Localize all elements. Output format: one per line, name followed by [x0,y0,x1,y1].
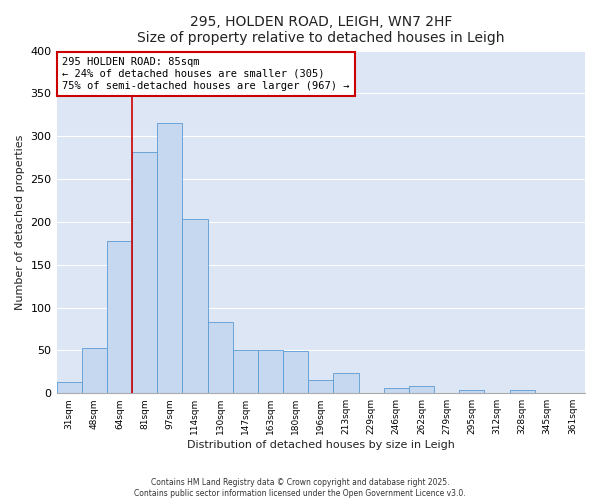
Bar [208,322,233,393]
Title: 295, HOLDEN ROAD, LEIGH, WN7 2HF
Size of property relative to detached houses in: 295, HOLDEN ROAD, LEIGH, WN7 2HF Size of… [137,15,505,45]
Bar [107,240,132,393]
Bar [56,382,82,393]
Bar [82,348,107,393]
Bar [509,390,535,393]
Bar [182,220,208,393]
Bar [132,152,157,393]
Bar [157,124,182,393]
Bar [459,390,484,393]
Bar [409,386,434,393]
Bar [383,388,409,393]
Text: 295 HOLDEN ROAD: 85sqm
← 24% of detached houses are smaller (305)
75% of semi-de: 295 HOLDEN ROAD: 85sqm ← 24% of detached… [62,58,349,90]
Bar [258,350,283,393]
Y-axis label: Number of detached properties: Number of detached properties [15,134,25,310]
Text: Contains HM Land Registry data © Crown copyright and database right 2025.
Contai: Contains HM Land Registry data © Crown c… [134,478,466,498]
Bar [308,380,334,393]
Bar [233,350,258,393]
Bar [334,372,359,393]
X-axis label: Distribution of detached houses by size in Leigh: Distribution of detached houses by size … [187,440,455,450]
Bar [283,351,308,393]
